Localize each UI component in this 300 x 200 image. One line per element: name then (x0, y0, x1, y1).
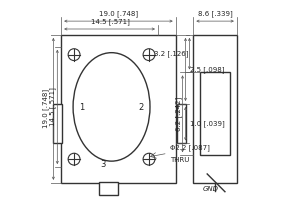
Text: 19.0 [.748]: 19.0 [.748] (43, 89, 50, 128)
Bar (177, 104, 185, 143)
Text: 1: 1 (79, 103, 85, 112)
Bar (200, 72, 230, 155)
Text: GND: GND (202, 186, 218, 192)
Bar (194, 35, 237, 183)
Text: 19.0 [.748]: 19.0 [.748] (99, 10, 138, 17)
Bar (53, 104, 62, 143)
Text: 14.5 [.571]: 14.5 [.571] (50, 87, 56, 126)
Text: 2.5 [.098]: 2.5 [.098] (190, 66, 225, 73)
Text: Φ2.2 [.087]: Φ2.2 [.087] (170, 145, 210, 151)
Text: 2: 2 (139, 103, 144, 112)
Text: 1.0 [.039]: 1.0 [.039] (190, 120, 225, 127)
Text: 3.2 [.126]: 3.2 [.126] (154, 50, 188, 57)
Bar (99, 182, 118, 195)
Bar (61, 35, 176, 183)
Text: THRU: THRU (170, 157, 189, 163)
Text: 3: 3 (100, 160, 105, 169)
Text: 6.2 [.242]: 6.2 [.242] (175, 97, 181, 131)
Text: 14.5 [.571]: 14.5 [.571] (91, 18, 130, 25)
Ellipse shape (73, 53, 150, 161)
Text: 8.6 [.339]: 8.6 [.339] (198, 10, 232, 17)
